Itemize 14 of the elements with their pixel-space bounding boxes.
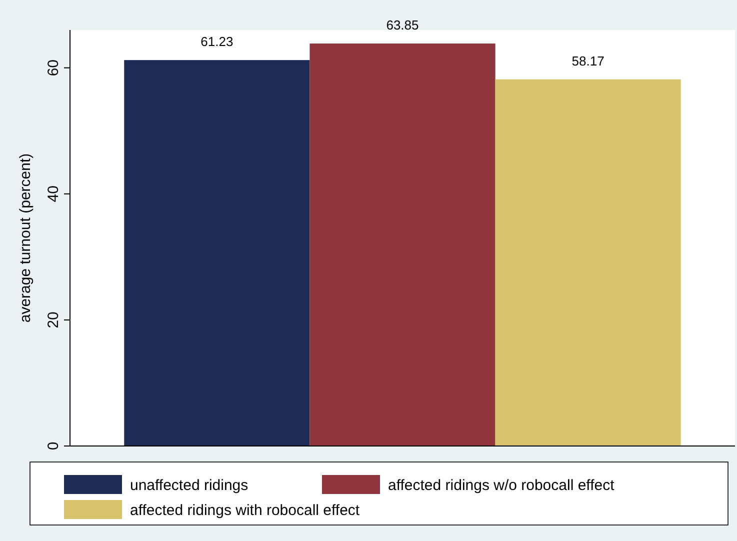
legend-label: unaffected ridings — [130, 477, 248, 494]
bar — [495, 79, 681, 446]
y-tick-label: 40 — [45, 186, 62, 202]
legend-label: affected ridings with robocall effect — [130, 502, 360, 519]
data-label: 58.17 — [572, 53, 604, 68]
bar — [124, 60, 310, 446]
y-tick-label: 20 — [45, 312, 62, 328]
data-label: 63.85 — [386, 18, 419, 33]
y-tick-label: 0 — [45, 442, 62, 450]
y-tick-label: 60 — [45, 59, 62, 76]
y-axis-title: average turnout (percent) — [17, 153, 34, 323]
data-label: 61.23 — [200, 34, 234, 50]
legend-label: affected ridings w/o robocall effect — [388, 477, 616, 494]
bar — [310, 44, 496, 446]
